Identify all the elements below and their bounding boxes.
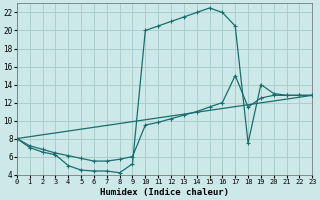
X-axis label: Humidex (Indice chaleur): Humidex (Indice chaleur) [100, 188, 229, 197]
